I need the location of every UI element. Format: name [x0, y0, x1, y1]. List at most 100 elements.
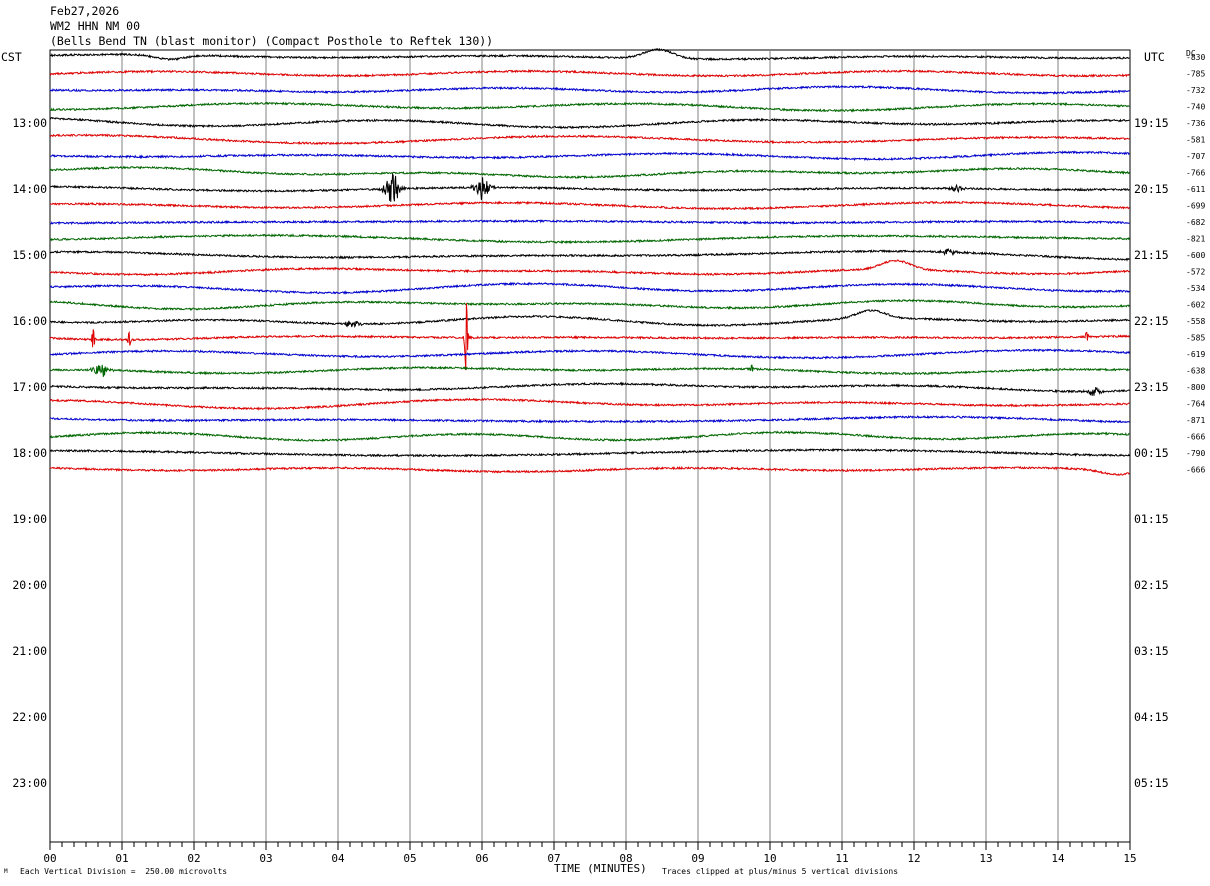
right-hour-label-0215: 02:15 [1134, 578, 1169, 592]
x-tick-label-05: 05 [403, 852, 416, 865]
dc-offset-label-10: -682 [1186, 218, 1205, 227]
dc-offset-label-6: -707 [1186, 152, 1205, 161]
right-hour-label-0115: 01:15 [1134, 512, 1169, 526]
dc-offset-label-25: -666 [1186, 466, 1205, 475]
right-hour-label-0415: 04:15 [1134, 710, 1169, 724]
left-hour-label-1600: 16:00 [12, 314, 47, 328]
x-tick-label-13: 13 [979, 852, 992, 865]
seismic-trace-17 [49, 303, 1130, 371]
left-hour-label-1400: 14:00 [12, 182, 47, 196]
dc-offset-label-18: -619 [1186, 350, 1205, 359]
dc-offset-label-20: -800 [1186, 383, 1205, 392]
left-hour-label-1800: 18:00 [12, 446, 47, 460]
x-tick-label-14: 14 [1051, 852, 1065, 865]
dc-offset-label-1: -785 [1186, 70, 1205, 79]
dc-label: DC [1186, 49, 1196, 58]
x-axis-title: TIME (MINUTES) [554, 862, 647, 875]
seismic-trace-23 [49, 430, 1130, 443]
dc-offset-label-15: -602 [1186, 301, 1205, 310]
right-hour-label-0015: 00:15 [1134, 446, 1169, 460]
dc-offset-label-16: -558 [1186, 317, 1205, 326]
dc-offset-label-17: -585 [1186, 334, 1205, 343]
right-hour-label-2015: 20:15 [1134, 182, 1169, 196]
dc-offset-label-0: -830 [1186, 53, 1205, 62]
seismic-trace-11 [49, 233, 1130, 245]
left-hour-label-2000: 20:00 [12, 578, 47, 592]
left-hour-label-2200: 22:00 [12, 710, 47, 724]
left-hour-label-1700: 17:00 [12, 380, 47, 394]
seismic-trace-3 [49, 101, 1130, 113]
seismic-trace-21 [49, 397, 1130, 411]
right-hour-label-2115: 21:15 [1134, 248, 1169, 262]
left-timezone-label: CST [1, 50, 22, 64]
seismic-trace-15 [49, 298, 1130, 311]
left-hour-label-2100: 21:00 [12, 644, 47, 658]
x-tick-label-08: 08 [619, 852, 632, 865]
dc-offset-label-12: -600 [1186, 251, 1205, 260]
plot-date: Feb27,2026 [50, 4, 120, 18]
seismic-trace-22 [49, 414, 1130, 424]
x-tick-label-11: 11 [835, 852, 848, 865]
dc-offset-label-3: -740 [1186, 103, 1205, 112]
dc-offset-label-23: -666 [1186, 433, 1205, 442]
x-tick-label-02: 02 [187, 852, 200, 865]
right-hour-label-1915: 19:15 [1134, 116, 1169, 130]
seismic-trace-10 [49, 218, 1130, 226]
dc-offset-label-7: -766 [1186, 169, 1205, 178]
seismic-trace-5 [49, 133, 1130, 146]
x-tick-label-04: 04 [331, 852, 345, 865]
seismic-trace-19 [49, 364, 1130, 377]
x-tick-label-00: 00 [43, 852, 56, 865]
right-hour-label-0315: 03:15 [1134, 644, 1169, 658]
seismic-trace-2 [49, 84, 1130, 95]
station-code: WM2 HHN NM 00 [50, 19, 141, 33]
left-hour-label-1300: 13:00 [12, 116, 47, 130]
dc-offset-label-2: -732 [1186, 86, 1205, 95]
seismic-trace-1 [49, 68, 1130, 78]
seismic-trace-0 [49, 47, 1130, 62]
right-hour-label-0515: 05:15 [1134, 776, 1169, 790]
dc-offset-label-11: -821 [1186, 235, 1205, 244]
x-tick-label-10: 10 [763, 852, 776, 865]
seismic-trace-13 [49, 259, 1130, 277]
right-hour-label-2215: 22:15 [1134, 314, 1169, 328]
dc-offset-label-8: -611 [1186, 185, 1205, 194]
plot-frame [49, 49, 1131, 843]
dc-offset-label-9: -699 [1186, 202, 1205, 211]
x-tick-label-07: 07 [547, 852, 560, 865]
dc-offset-label-14: -534 [1186, 284, 1205, 293]
dc-offset-label-5: -581 [1186, 136, 1205, 145]
seismic-trace-24 [49, 448, 1130, 458]
seismic-trace-9 [49, 200, 1130, 211]
x-tick-label-06: 06 [475, 852, 488, 865]
seismic-trace-25 [49, 465, 1130, 476]
station-description: (Bells Bend TN (blast monitor) (Compact … [50, 34, 494, 48]
left-hour-label-1900: 19:00 [12, 512, 47, 526]
x-tick-label-15: 15 [1123, 852, 1136, 865]
x-tick-label-09: 09 [691, 852, 704, 865]
dc-offset-label-24: -790 [1186, 449, 1205, 458]
x-tick-label-01: 01 [115, 852, 128, 865]
x-tick-label-03: 03 [259, 852, 272, 865]
dc-offset-label-22: -871 [1186, 416, 1205, 425]
right-timezone-label: UTC [1144, 50, 1165, 64]
seismic-trace-7 [49, 165, 1130, 180]
seismic-trace-14 [49, 281, 1130, 295]
corner-mark: M [4, 868, 8, 875]
seismic-trace-12 [49, 247, 1130, 262]
seismic-trace-6 [49, 150, 1130, 162]
right-hour-label-2315: 23:15 [1134, 380, 1169, 394]
seismic-trace-16 [49, 308, 1130, 328]
x-tick-label-12: 12 [907, 852, 920, 865]
left-hour-label-1500: 15:00 [12, 248, 47, 262]
seismic-trace-4 [50, 116, 1130, 130]
dc-offset-label-21: -764 [1186, 400, 1205, 409]
seismic-trace-18 [49, 348, 1130, 360]
dc-offset-label-19: -638 [1186, 367, 1205, 376]
dc-offset-label-4: -736 [1186, 119, 1205, 128]
seismic-trace-8 [49, 172, 1130, 202]
left-hour-label-2300: 23:00 [12, 776, 47, 790]
dc-offset-label-13: -572 [1186, 268, 1205, 277]
seismic-trace-20 [49, 381, 1130, 396]
